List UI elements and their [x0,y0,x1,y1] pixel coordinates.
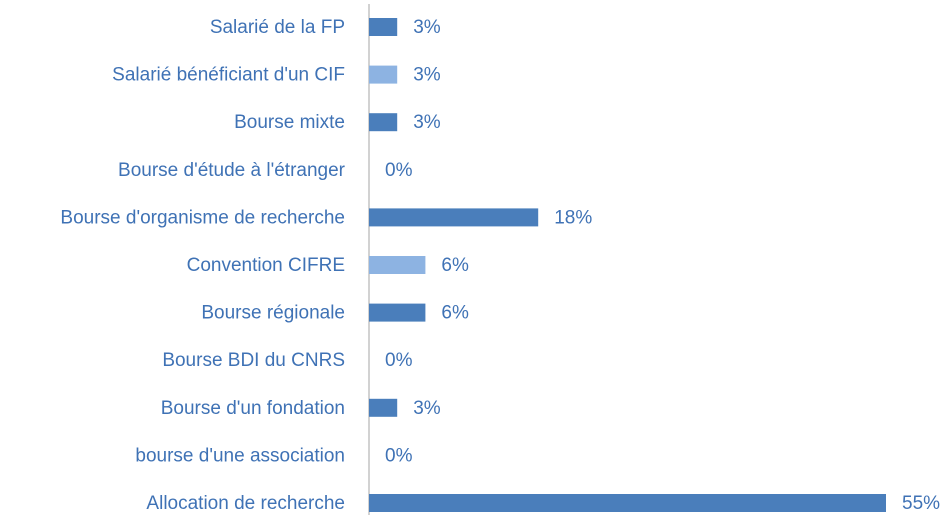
bar [369,208,539,227]
bar [369,398,398,417]
y-tick-label: Salarié bénéficiant d'un CIF [112,65,345,86]
y-tick-label: Bourse d'organisme de recherche [60,207,345,228]
y-tick-label: Bourse d'un fondation [161,398,345,419]
data-label: 0% [385,445,413,466]
data-label: 6% [441,255,469,276]
y-tick-label: Bourse d'étude à l'étranger [118,160,346,181]
data-label: 3% [413,17,441,38]
y-tick-label: Bourse régionale [201,303,345,324]
bar [369,256,426,274]
bar [369,18,398,36]
bar [369,65,398,84]
data-label: 55% [902,493,940,514]
bar [369,494,886,512]
data-label: 18% [554,207,592,228]
data-label: 0% [385,350,413,371]
data-label: 3% [413,112,441,133]
y-tick-label: Salarié de la FP [210,17,345,38]
bar [369,303,426,322]
y-tick-label: Convention CIFRE [187,255,345,276]
y-tick-label: Bourse BDI du CNRS [162,350,345,371]
y-tick-label: Bourse mixte [234,112,345,133]
y-tick-label: bourse d'une association [135,445,345,466]
data-label: 6% [441,303,469,324]
data-label: 3% [413,398,441,419]
y-tick-label: Allocation de recherche [146,493,345,514]
data-label: 0% [385,160,413,181]
bar [369,113,398,132]
data-label: 3% [413,65,441,86]
